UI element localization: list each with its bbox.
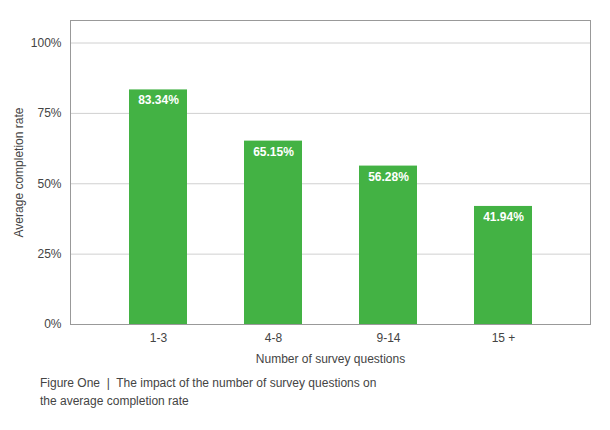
svg-text:65.15%: 65.15% bbox=[253, 145, 294, 159]
svg-text:75%: 75% bbox=[37, 106, 61, 120]
svg-text:Number of survey questions: Number of survey questions bbox=[256, 352, 405, 366]
svg-text:25%: 25% bbox=[37, 247, 61, 261]
svg-text:50%: 50% bbox=[37, 177, 61, 191]
svg-text:Average completion rate: Average completion rate bbox=[12, 107, 26, 237]
html-text:the average completion rate: the average completion rate bbox=[40, 394, 189, 408]
svg-text:100%: 100% bbox=[31, 36, 62, 50]
svg-text:1-3: 1-3 bbox=[150, 331, 168, 345]
svg-text:9-14: 9-14 bbox=[376, 331, 400, 345]
svg-text:83.34%: 83.34% bbox=[138, 93, 179, 107]
svg-text:56.28%: 56.28% bbox=[368, 170, 409, 184]
svg-text:4-8: 4-8 bbox=[265, 331, 283, 345]
svg-text:41.94%: 41.94% bbox=[483, 210, 524, 224]
svg-text:0%: 0% bbox=[44, 317, 62, 331]
html-text:Figure One | The impact of the: Figure One | The impact of the number of… bbox=[40, 376, 377, 390]
svg-text:15 +: 15 + bbox=[492, 331, 516, 345]
